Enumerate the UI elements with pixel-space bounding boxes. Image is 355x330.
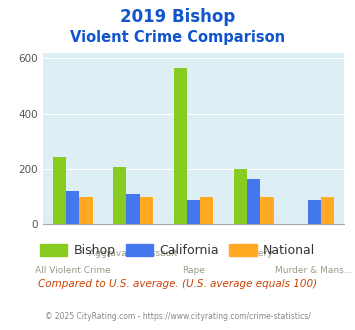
Bar — [261, 197, 274, 224]
Bar — [321, 197, 334, 224]
Text: Violent Crime Comparison: Violent Crime Comparison — [70, 30, 285, 45]
Bar — [307, 200, 321, 224]
Text: Rape: Rape — [182, 266, 205, 275]
Text: Compared to U.S. average. (U.S. average equals 100): Compared to U.S. average. (U.S. average … — [38, 279, 317, 289]
Bar — [187, 200, 200, 224]
Text: © 2025 CityRating.com - https://www.cityrating.com/crime-statistics/: © 2025 CityRating.com - https://www.city… — [45, 312, 310, 321]
Bar — [66, 191, 80, 224]
Bar — [234, 169, 247, 224]
Bar — [80, 197, 93, 224]
Bar — [53, 157, 66, 224]
Bar — [247, 179, 261, 224]
Bar — [200, 197, 213, 224]
Text: Robbery: Robbery — [235, 249, 273, 258]
Legend: Bishop, California, National: Bishop, California, National — [35, 239, 320, 262]
Bar — [174, 68, 187, 224]
Bar — [140, 197, 153, 224]
Text: Murder & Mans...: Murder & Mans... — [275, 266, 353, 275]
Bar — [113, 167, 126, 224]
Text: Aggravated Assault: Aggravated Assault — [89, 249, 178, 258]
Bar — [126, 194, 140, 224]
Text: All Violent Crime: All Violent Crime — [35, 266, 111, 275]
Text: 2019 Bishop: 2019 Bishop — [120, 8, 235, 26]
